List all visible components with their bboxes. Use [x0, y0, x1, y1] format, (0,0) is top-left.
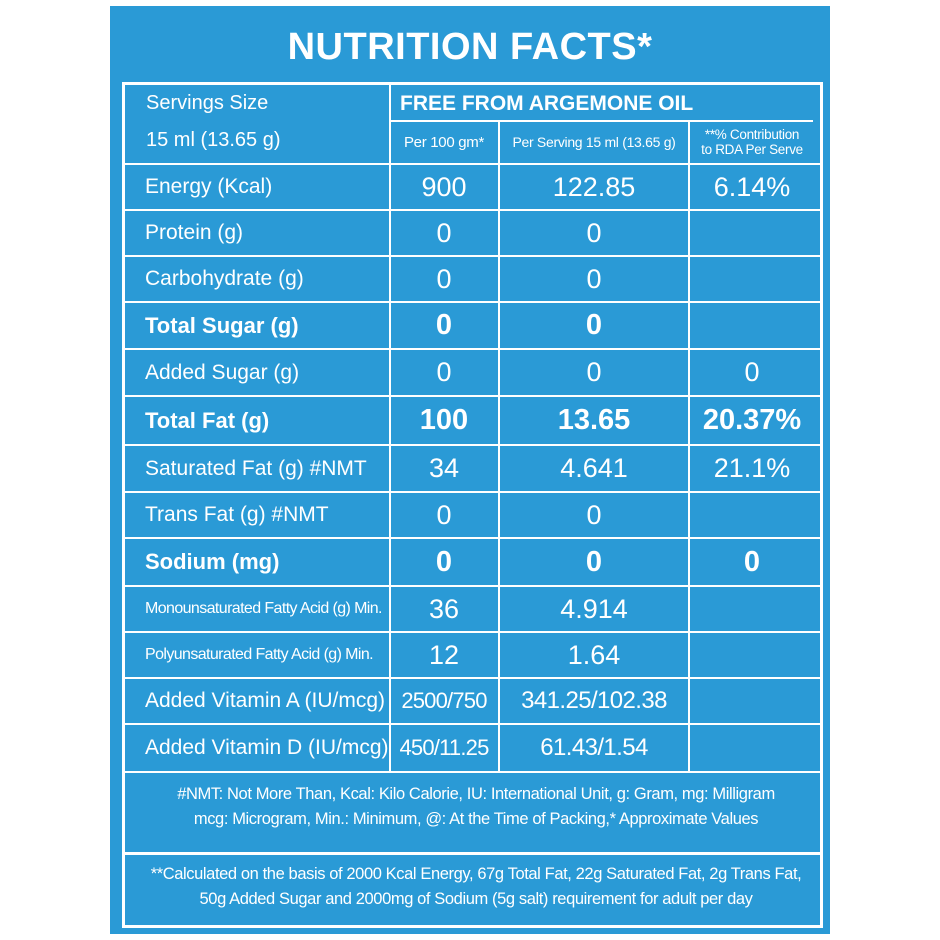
value-per-serving: 341.25/102.38: [521, 687, 667, 714]
value-per-100gm: 0: [436, 263, 452, 294]
value-rda: [691, 586, 813, 632]
servings-size-value: 15 ml (13.65 g): [146, 128, 281, 151]
grid-line-row-11: [125, 677, 820, 679]
value-rda: [691, 302, 813, 349]
grid-line-row-12: [125, 723, 820, 725]
grid-line-row-9: [125, 585, 820, 587]
value-per-serving: 4.914: [560, 593, 628, 624]
row-label: Total Fat (g): [145, 407, 270, 433]
grid-line-row-5: [125, 395, 820, 397]
value-per-serving: 0: [586, 357, 602, 387]
footnote-abbreviations-line-2: mcg: Microgram, Min.: Minimum, @: At the…: [193, 810, 759, 828]
grid-line-row-8: [125, 537, 820, 539]
row-label: Protein (g): [145, 221, 244, 244]
grid-line-row-6: [125, 444, 820, 446]
value-per-100gm: 0: [436, 217, 452, 248]
value-per-100gm: 36: [428, 593, 460, 624]
value-per-serving: 0: [585, 309, 603, 341]
grid-line-col-0: [389, 85, 391, 772]
row-label: Added Vitamin A (IU/mcg) @: [145, 689, 390, 712]
table-frame: [122, 82, 823, 928]
row-label: Added Vitamin D (IU/mcg) @: [145, 736, 390, 759]
row-label: Carbohydrate (g): [145, 267, 304, 290]
panel-title: NUTRITION FACTS*: [287, 26, 653, 68]
value-rda: [691, 492, 813, 538]
grid-line-row-7: [125, 491, 820, 493]
value-per-serving: 0: [586, 499, 602, 530]
grid-line-row-2: [125, 255, 820, 257]
servings-size-label: Servings Size: [146, 91, 269, 114]
row-label: Trans Fat (g) #NMT: [145, 503, 329, 526]
rda-header-line-2: to RDA Per Serve: [701, 142, 803, 157]
value-per-100gm: 0: [435, 545, 453, 578]
grid-line-col-2: [688, 121, 690, 772]
value-per-100gm: 12: [428, 639, 460, 670]
value-per-serving: 61.43/1.54: [540, 734, 648, 761]
grid-line-claim: [389, 120, 813, 122]
value-rda: 6.14%: [713, 171, 791, 202]
value-per-serving: 4.641: [560, 453, 628, 483]
row-label: Polyunsaturated Fatty Acid (g) Min.: [145, 646, 374, 663]
row-label: Sodium (mg): [145, 549, 280, 574]
grid-line-row-10: [125, 631, 820, 633]
row-label: Saturated Fat (g) #NMT: [145, 456, 367, 480]
value-per-100gm: 0: [436, 499, 452, 530]
value-per-100gm: 34: [428, 453, 460, 483]
footnote-abbreviations: #NMT: Not More Than, Kcal: Kilo Calorie,…: [138, 782, 814, 832]
value-per-100gm: 100: [419, 404, 469, 436]
value-per-100gm: 450/11.25: [399, 735, 489, 760]
grid-line-row-4: [125, 348, 820, 350]
value-rda: 0: [744, 357, 760, 387]
grid-line-row-13: [125, 771, 820, 773]
footnote-abbreviations-line-1: #NMT: Not More Than, Kcal: Kilo Calorie,…: [177, 785, 775, 803]
value-rda: [691, 632, 813, 678]
value-rda: [691, 256, 813, 302]
rda-header-line-1: **% Contribution: [704, 127, 800, 142]
value-rda: [691, 724, 813, 772]
value-per-100gm: 0: [436, 357, 452, 387]
row-label: Monounsaturated Fatty Acid (g) Min.: [145, 600, 383, 617]
column-header-per-serving: Per Serving 15 ml (13.65 g): [512, 134, 676, 150]
value-per-100gm: 0: [435, 309, 453, 341]
column-header-per-100gm: Per 100 gm*: [403, 133, 485, 151]
value-per-serving: 13.65: [557, 404, 631, 436]
footnote-rda-basis-line-1: **Calculated on the basis of 2000 Kcal E…: [150, 865, 802, 883]
value-per-100gm: 2500/750: [401, 688, 487, 713]
value-per-serving: 122.85: [552, 171, 636, 202]
grid-line-row-1: [125, 209, 820, 211]
value-rda: 0: [743, 545, 761, 578]
footnote-rda-basis-line-2: 50g Added Sugar and 2000mg of Sodium (5g…: [199, 890, 753, 908]
row-label: Total Sugar (g): [145, 312, 299, 338]
grid-line-col-1: [498, 121, 500, 772]
footnote-rda-basis: **Calculated on the basis of 2000 Kcal E…: [138, 862, 814, 912]
grid-line-row-0: [125, 163, 820, 165]
value-per-serving: 0: [586, 217, 602, 248]
nutrition-facts-panel: NUTRITION FACTS* Servings Size 15 ml (13…: [110, 6, 830, 934]
value-per-100gm: 900: [421, 171, 467, 202]
value-rda: 21.1%: [713, 453, 791, 483]
grid-line-row-3: [125, 301, 820, 303]
row-label: Energy (Kcal): [145, 175, 273, 198]
value-per-serving: 1.64: [567, 639, 621, 670]
argemone-claim: FREE FROM ARGEMONE OIL: [400, 92, 694, 115]
column-header-rda: **% Contribution to RDA Per Serve: [691, 120, 813, 164]
row-label: Added Sugar (g): [145, 360, 300, 384]
value-per-serving: 0: [586, 263, 602, 294]
value-rda: [691, 678, 813, 724]
value-per-serving: 0: [585, 545, 603, 578]
grid-line-footnote: [125, 852, 820, 855]
value-rda: [691, 210, 813, 256]
value-rda: 20.37%: [702, 404, 802, 436]
